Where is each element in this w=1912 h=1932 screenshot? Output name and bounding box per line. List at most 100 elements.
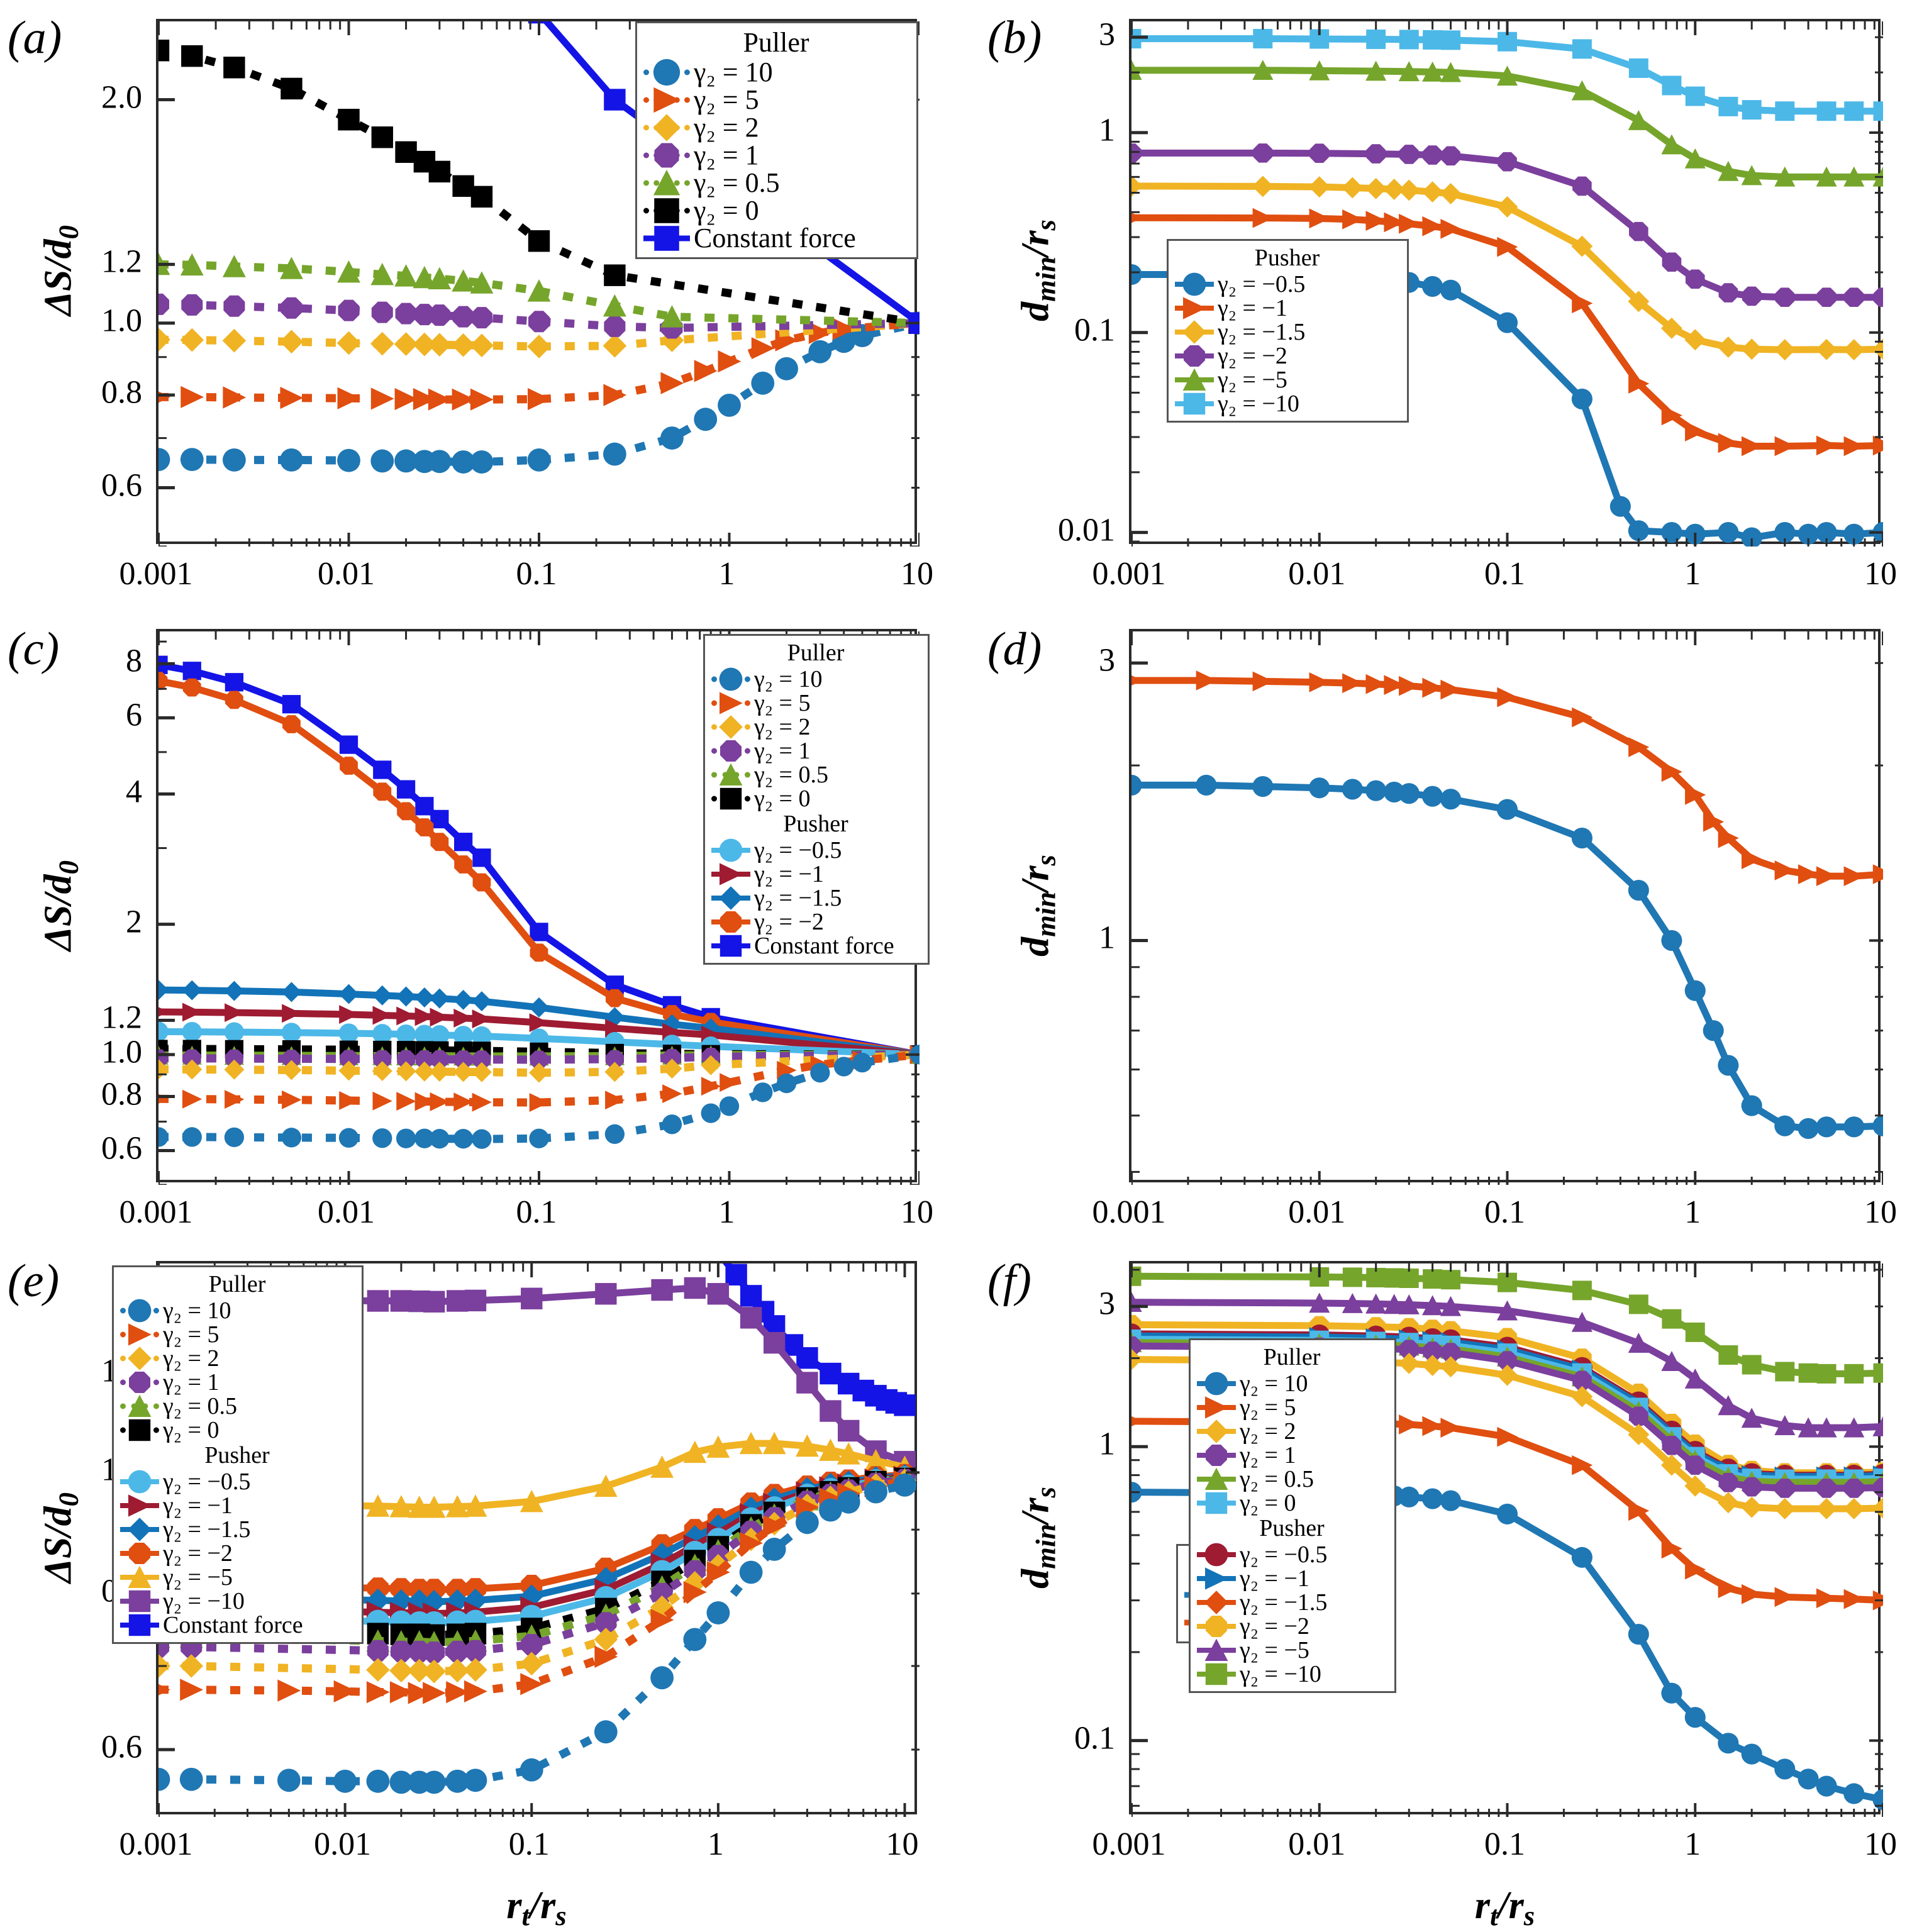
series-marker: [1629, 221, 1648, 242]
legend-entry[interactable]: γ₂ = −0.5: [1175, 272, 1399, 296]
series-marker: [1661, 1682, 1682, 1704]
series-marker: [408, 1682, 431, 1704]
legend-entry[interactable]: γ₂ = 10: [643, 58, 909, 86]
series-marker: [225, 1049, 243, 1068]
series-marker: [280, 387, 304, 409]
legend-entry[interactable]: γ₂ = 5: [1197, 1396, 1387, 1419]
series-marker: [470, 333, 494, 358]
legend-entry[interactable]: γ₂ = 5: [711, 691, 920, 715]
legend-entry[interactable]: γ₂ = −2: [711, 910, 920, 934]
legend-marker-icon: [120, 1494, 159, 1517]
legend-entry[interactable]: γ₂ = 0: [711, 787, 920, 811]
legend-entry[interactable]: γ₂ = −1.5: [1175, 320, 1399, 344]
legend-entry[interactable]: γ₂ = 10: [120, 1299, 354, 1323]
series-marker: [413, 387, 436, 411]
legend-marker-icon: [120, 1323, 159, 1346]
legend-marker-icon: [1197, 1567, 1236, 1590]
series-marker: [1685, 269, 1705, 289]
series-marker: [1398, 783, 1420, 804]
series-marker: [683, 1570, 707, 1595]
legend-entry[interactable]: γ₂ = 0.5: [711, 763, 920, 787]
legend-entry-label: γ₂ = −5: [163, 1563, 233, 1591]
series-marker: [1440, 279, 1462, 301]
legend-entry[interactable]: γ₂ = 1: [643, 142, 909, 169]
legend-entry[interactable]: γ₂ = 5: [643, 86, 909, 114]
series-marker: [1422, 1295, 1443, 1316]
legend-entry[interactable]: γ₂ = −1.5: [120, 1518, 354, 1541]
series-marker: [397, 1050, 415, 1069]
legend-entry[interactable]: γ₂ = −5: [120, 1565, 354, 1589]
series-marker: [719, 1096, 740, 1116]
series-marker: [1685, 1322, 1705, 1342]
legend-entry[interactable]: γ₂ = 2: [1197, 1419, 1387, 1443]
legend-entry[interactable]: γ₂ = −1.5: [711, 886, 920, 910]
legend-entry[interactable]: γ₂ = −0.5: [1197, 1543, 1387, 1567]
series-marker: [1423, 30, 1443, 50]
series-marker: [429, 988, 450, 1009]
series-marker: [810, 1063, 830, 1083]
legend-entry[interactable]: γ₂ = −10: [1197, 1662, 1387, 1686]
legend-entry[interactable]: γ₂ = 0: [1197, 1491, 1387, 1515]
series-marker: [280, 257, 303, 279]
series-marker: [453, 1008, 474, 1028]
series-marker: [1366, 144, 1386, 164]
series-marker: [651, 1279, 673, 1301]
legend-entry[interactable]: γ₂ = −1: [711, 862, 920, 886]
series-marker: [1572, 707, 1593, 728]
legend-entry[interactable]: γ₂ = −1.5: [1197, 1591, 1387, 1614]
legend-entry[interactable]: γ₂ = 2: [643, 114, 909, 142]
legend-entry[interactable]: γ₂ = −1: [1197, 1567, 1387, 1591]
series-marker: [370, 262, 394, 286]
legend-entry[interactable]: γ₂ = −2: [120, 1541, 354, 1565]
legend-entry[interactable]: γ₂ = 1: [120, 1370, 354, 1394]
series-marker: [472, 1129, 492, 1149]
series-marker: [158, 1021, 169, 1041]
legend-entry[interactable]: γ₂ = −5: [1175, 368, 1399, 392]
legend-entry[interactable]: Constant force: [120, 1613, 354, 1637]
legend-entry[interactable]: Constant force: [643, 225, 909, 252]
series-line: [158, 1481, 906, 1787]
legend-entry[interactable]: γ₂ = −0.5: [120, 1470, 354, 1494]
legend-entry[interactable]: γ₂ = 10: [711, 667, 920, 691]
legend-entry[interactable]: γ₂ = −1: [1175, 296, 1399, 320]
x-tick-label: 10: [901, 1194, 933, 1230]
legend-entry[interactable]: γ₂ = −1: [120, 1494, 354, 1518]
series-marker: [1775, 1362, 1795, 1382]
series-line: [1131, 781, 1883, 1132]
legend-entry[interactable]: γ₂ = −5: [1197, 1638, 1387, 1662]
legend-entry[interactable]: γ₂ = 0.5: [120, 1394, 354, 1418]
legend-entry[interactable]: γ₂ = 0.5: [643, 169, 909, 197]
series-marker: [1774, 339, 1796, 361]
series-marker: [660, 372, 684, 394]
series-marker: [1384, 675, 1405, 696]
legend-entry[interactable]: γ₂ = 0: [643, 197, 909, 225]
legend-entry[interactable]: γ₂ = −10: [1175, 392, 1399, 416]
series-marker: [1398, 179, 1420, 201]
series-marker: [1496, 1364, 1518, 1386]
legend-entry[interactable]: Constant force: [711, 934, 920, 958]
legend-marker-icon: [643, 143, 690, 168]
legend-entry[interactable]: γ₂ = 0.5: [1197, 1467, 1387, 1491]
legend-entry[interactable]: γ₂ = 5: [120, 1323, 354, 1346]
series-marker: [339, 735, 358, 754]
legend-entry[interactable]: γ₂ = 2: [711, 715, 920, 739]
x-tick-label: 0.1: [516, 556, 557, 592]
legend-entry[interactable]: γ₂ = 1: [1197, 1443, 1387, 1467]
series-marker: [337, 387, 361, 409]
legend-entry[interactable]: γ₂ = 2: [120, 1346, 354, 1370]
legend-entry[interactable]: γ₂ = 1: [711, 739, 920, 763]
x-tick-label: 0.01: [1288, 1194, 1346, 1230]
legend-entry[interactable]: γ₂ = −2: [1175, 344, 1399, 368]
series-marker: [1422, 275, 1443, 297]
legend-entry[interactable]: γ₂ = −10: [120, 1589, 354, 1613]
series-marker: [372, 1061, 392, 1082]
legend-entry[interactable]: γ₂ = −0.5: [711, 838, 920, 862]
series-marker: [1798, 864, 1820, 884]
legend-entry[interactable]: γ₂ = 10: [1197, 1372, 1387, 1396]
legend-entry[interactable]: γ₂ = −2: [1197, 1614, 1387, 1638]
series-marker: [1816, 101, 1837, 121]
series-marker: [1342, 1267, 1362, 1287]
legend-entry[interactable]: γ₂ = 0: [120, 1418, 354, 1442]
series-marker: [1365, 1293, 1387, 1314]
series-marker: [396, 1128, 416, 1148]
